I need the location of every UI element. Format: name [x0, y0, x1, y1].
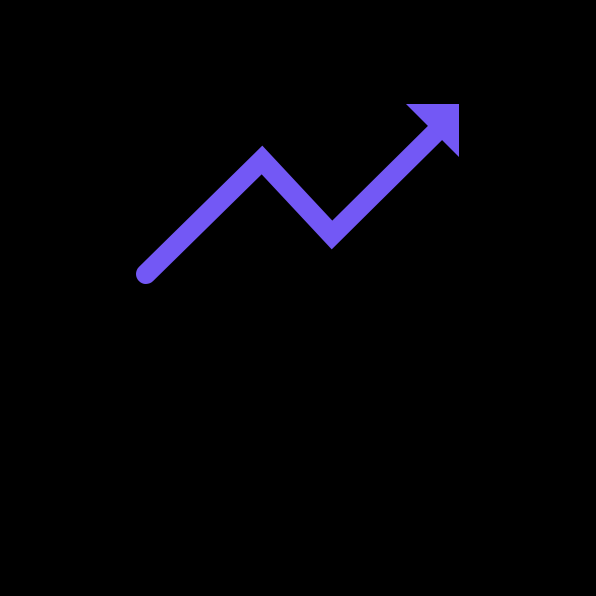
arrow-head [406, 104, 459, 157]
trend-line [136, 122, 446, 284]
